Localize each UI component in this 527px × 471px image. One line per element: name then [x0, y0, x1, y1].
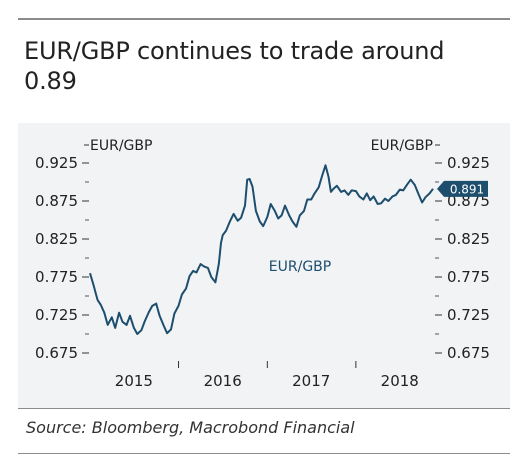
line-layer	[89, 164, 434, 335]
source-note: Source: Bloomberg, Macrobond Financial	[26, 418, 355, 437]
right-tick-label: 0.825	[447, 230, 490, 248]
chart-panel	[18, 123, 510, 408]
x-tick-label: 2017	[292, 372, 330, 390]
series-label: EUR/GBP	[269, 259, 331, 275]
x-tick-label: 2018	[381, 372, 419, 390]
bottom-rule	[18, 453, 510, 454]
left-tick-label: 0.675	[35, 344, 78, 362]
right-tick-label: 0.725	[447, 306, 490, 324]
eurgbp-series-line	[89, 164, 434, 335]
right-tick-label: 0.775	[447, 268, 490, 286]
last-value-label: 0.891	[450, 182, 484, 196]
left-tick-label: 0.875	[35, 192, 78, 210]
last-value-badge-shape	[437, 180, 488, 197]
right-axis-title: EUR/GBP	[371, 138, 433, 154]
source-rule	[18, 408, 510, 409]
right-tick-label: 0.675	[447, 344, 490, 362]
right-tick-label: 0.925	[447, 154, 490, 172]
x-tick-label: 2016	[204, 372, 242, 390]
left-axis-title: EUR/GBP	[90, 138, 152, 154]
left-tick-label: 0.825	[35, 230, 78, 248]
top-rule	[18, 18, 510, 20]
last-value-badge: 0.891	[437, 180, 488, 197]
chart-title: EUR/GBP continues to trade around 0.89	[24, 37, 445, 95]
left-tick-label: 0.725	[35, 306, 78, 324]
x-tick-label: 2015	[115, 372, 153, 390]
left-tick-label: 0.775	[35, 268, 78, 286]
left-tick-label: 0.925	[35, 154, 78, 172]
